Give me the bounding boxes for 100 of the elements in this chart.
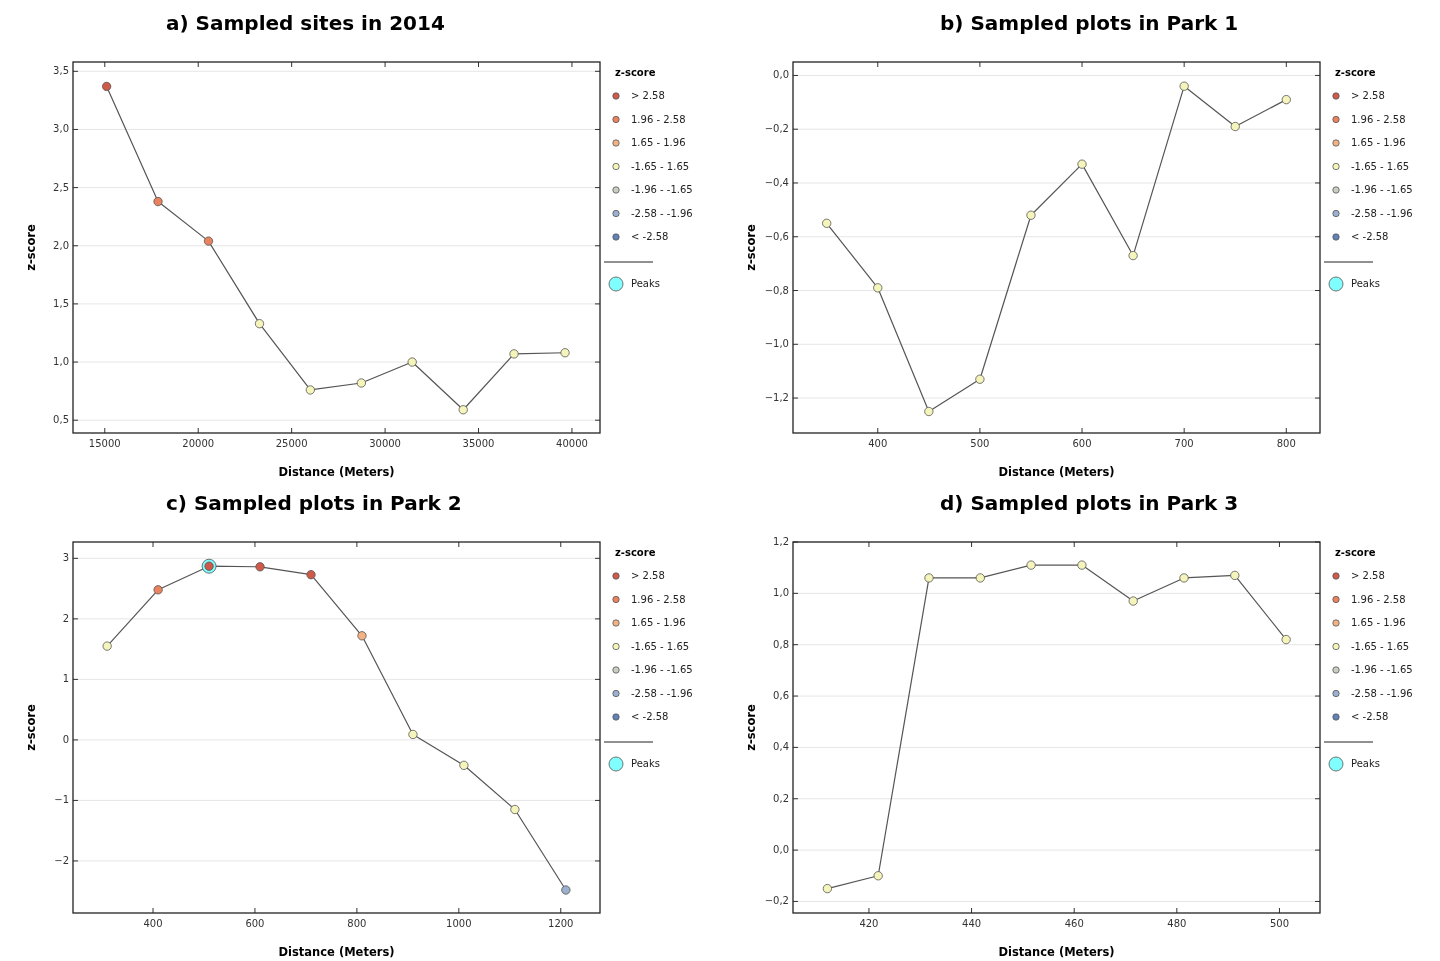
point <box>561 885 571 895</box>
legend-label: -2.58 - -1.96 <box>631 207 693 219</box>
x-tick-label: 1000 <box>446 918 472 929</box>
point <box>1230 570 1240 580</box>
point <box>408 729 418 740</box>
point <box>1281 95 1291 105</box>
legend-label: 1.96 - 2.58 <box>631 593 686 605</box>
y-tick-label: 1,0 <box>53 356 69 368</box>
y-axis-title: z-score <box>743 704 758 751</box>
legend-label: > 2.58 <box>631 90 665 101</box>
legend-title: z-score <box>1335 67 1376 78</box>
x-tick-label: 15000 <box>88 438 121 449</box>
y-tick-label: 2 <box>62 612 69 624</box>
legend-title: z-score <box>615 67 656 78</box>
legend-label: 1.65 - 1.96 <box>1351 137 1406 148</box>
point <box>357 631 367 641</box>
point <box>822 218 832 228</box>
chart-title: b) Sampled plots in Park 1 <box>940 10 1239 35</box>
legend-label: -2.58 - -1.96 <box>1351 687 1413 699</box>
legend-label: Peaks <box>1351 278 1380 289</box>
point <box>1179 573 1189 583</box>
y-axis-title: z-score <box>23 704 38 751</box>
x-tick-label: 600 <box>1072 438 1092 449</box>
legend-label: > 2.58 <box>631 570 665 581</box>
legend-label: Peaks <box>1351 758 1380 769</box>
y-tick-label: −1,2 <box>764 392 789 404</box>
y-tick-label: 0 <box>62 733 69 745</box>
legend-label: 1.96 - 2.58 <box>1351 593 1406 605</box>
y-tick-label: 0,2 <box>773 792 789 804</box>
legend-label: -1.96 - -1.65 <box>1351 184 1413 195</box>
y-tick-label: 0,0 <box>773 844 789 856</box>
y-tick-label: 2,0 <box>53 239 69 251</box>
legend-title: z-score <box>1335 547 1376 558</box>
x-tick-label: 30000 <box>369 438 401 449</box>
x-tick-label: 25000 <box>275 438 308 449</box>
legend-label: < -2.58 <box>1351 231 1389 242</box>
point <box>822 884 832 894</box>
legend-label: > 2.58 <box>1351 570 1385 581</box>
legend-label: 1.65 - 1.96 <box>1351 617 1406 628</box>
x-tick-label: 440 <box>962 918 982 929</box>
x-tick-label: 400 <box>868 438 888 449</box>
legend-label: 1.65 - 1.96 <box>631 617 686 628</box>
x-axis-title: Distance (Meters) <box>998 464 1115 479</box>
y-tick-label: 1,2 <box>773 536 789 547</box>
point <box>924 406 934 417</box>
y-tick-label: 3,0 <box>53 123 69 135</box>
point <box>306 570 316 580</box>
y-tick-label: −0,4 <box>764 176 789 188</box>
point <box>1128 250 1138 261</box>
point <box>1026 560 1036 570</box>
legend-label: -1.65 - 1.65 <box>1351 160 1410 172</box>
y-tick-label: −0,2 <box>764 123 789 135</box>
point <box>203 236 214 246</box>
x-tick-label: 480 <box>1167 918 1187 929</box>
y-tick-label: −1,0 <box>764 338 789 350</box>
point <box>153 196 163 207</box>
chart-title: d) Sampled plots in Park 3 <box>940 490 1239 515</box>
point <box>1281 634 1291 645</box>
point <box>1077 159 1087 169</box>
x-tick-label: 400 <box>143 918 163 929</box>
x-tick-label: 35000 <box>462 438 495 449</box>
point <box>560 348 570 358</box>
x-tick-label: 600 <box>245 918 265 929</box>
y-tick-label: 1 <box>62 673 69 685</box>
legend-title: z-score <box>615 547 656 558</box>
legend-label: -1.65 - 1.65 <box>631 160 690 172</box>
point <box>509 349 519 359</box>
x-axis-title: Distance (Meters) <box>998 944 1115 959</box>
y-axis-title: z-score <box>23 224 38 271</box>
legend-label: -1.65 - 1.65 <box>1351 640 1410 652</box>
legend-label: < -2.58 <box>631 231 669 242</box>
y-tick-label: 1,5 <box>53 297 69 309</box>
legend-label: -1.96 - -1.65 <box>1351 664 1413 675</box>
point <box>975 374 985 384</box>
point <box>1026 210 1036 220</box>
legend-label: -1.96 - -1.65 <box>631 184 693 195</box>
x-tick-label: 420 <box>859 918 879 929</box>
y-tick-label: 0,4 <box>773 741 789 753</box>
point <box>1230 121 1240 132</box>
y-tick-label: 3 <box>62 552 69 564</box>
y-tick-label: 0,8 <box>773 638 789 650</box>
y-axis-title: z-score <box>743 224 758 271</box>
x-tick-label: 800 <box>347 918 367 929</box>
point <box>873 871 883 881</box>
y-tick-label: −0,2 <box>764 895 789 907</box>
point <box>924 573 934 583</box>
x-tick-label: 800 <box>1276 438 1296 449</box>
y-tick-label: −1 <box>54 794 69 806</box>
point <box>305 385 315 395</box>
legend-label: 1.65 - 1.96 <box>631 137 686 148</box>
x-tick-label: 40000 <box>556 438 588 449</box>
legend-label: -1.96 - -1.65 <box>631 664 693 675</box>
x-tick-label: 500 <box>1269 918 1290 929</box>
x-tick-label: 460 <box>1064 918 1084 929</box>
legend-label: 1.96 - 2.58 <box>1351 113 1406 125</box>
point <box>1077 560 1087 570</box>
x-axis-title: Distance (Meters) <box>278 944 395 959</box>
point <box>873 283 883 293</box>
point <box>153 585 163 595</box>
point <box>102 81 112 92</box>
